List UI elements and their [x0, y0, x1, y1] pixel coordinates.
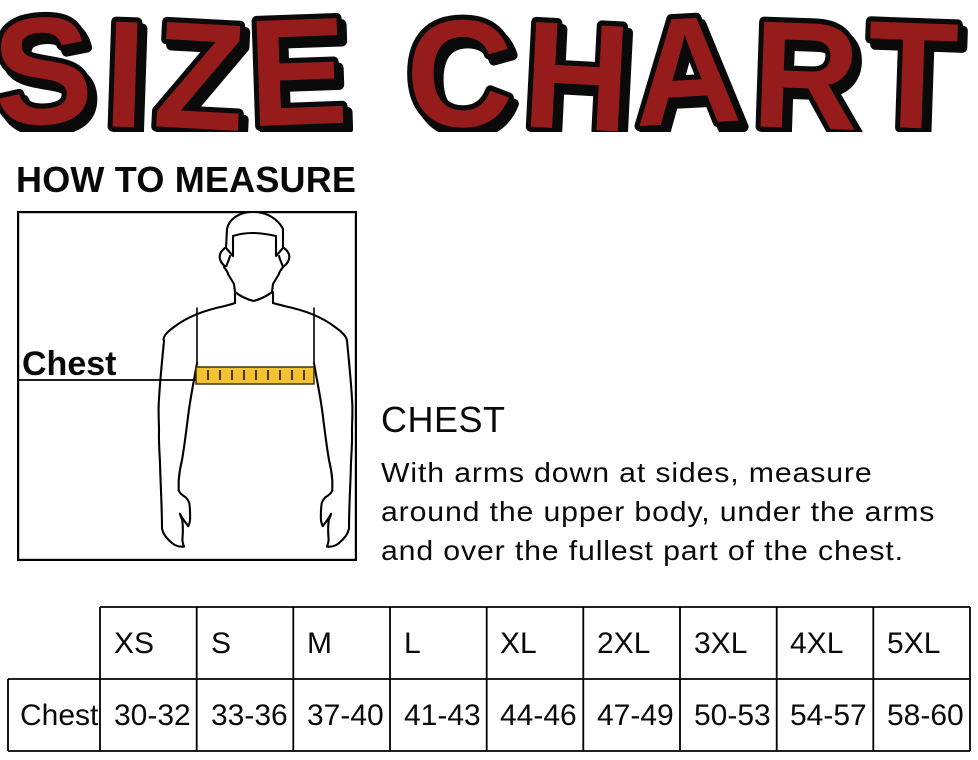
svg-text:SIZE CHART: SIZE CHART [0, 0, 969, 132]
svg-text:54-57: 54-57 [790, 699, 867, 732]
svg-text:41-43: 41-43 [404, 699, 481, 732]
svg-text:33-36: 33-36 [211, 699, 288, 732]
svg-text:58-60: 58-60 [887, 699, 964, 732]
svg-text:30-32: 30-32 [114, 699, 191, 732]
svg-text:L: L [404, 627, 421, 660]
svg-text:4XL: 4XL [790, 627, 843, 660]
svg-text:M: M [307, 627, 332, 660]
svg-text:XS: XS [114, 627, 154, 660]
svg-text:47-49: 47-49 [597, 699, 674, 732]
svg-text:3XL: 3XL [694, 627, 747, 660]
svg-text:S: S [211, 627, 231, 660]
svg-text:50-53: 50-53 [694, 699, 771, 732]
svg-text:XL: XL [500, 627, 537, 660]
svg-text:44-46: 44-46 [500, 699, 577, 732]
svg-text:37-40: 37-40 [307, 699, 384, 732]
svg-text:Chest: Chest [20, 699, 99, 732]
svg-text:5XL: 5XL [887, 627, 940, 660]
svg-text:2XL: 2XL [597, 627, 650, 660]
